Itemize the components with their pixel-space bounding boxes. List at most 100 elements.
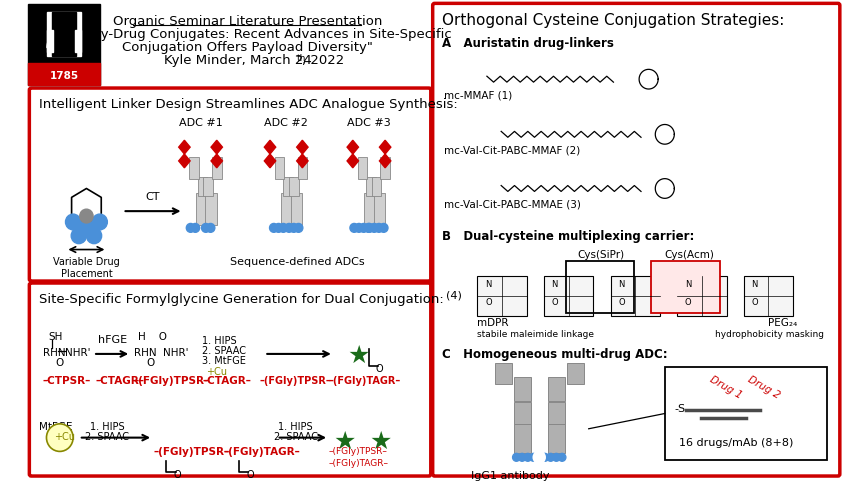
Text: PEG₂₄: PEG₂₄ (767, 318, 796, 329)
Bar (76, 30, 81, 52)
Polygon shape (47, 30, 81, 47)
Text: stabile maleimide linkage: stabile maleimide linkage (477, 330, 594, 339)
Circle shape (46, 424, 73, 452)
Text: -S: -S (674, 404, 685, 414)
Circle shape (558, 454, 566, 461)
Text: ADC #2: ADC #2 (264, 118, 308, 128)
Polygon shape (379, 140, 390, 154)
Text: O: O (146, 358, 154, 368)
Text: ★: ★ (369, 430, 391, 454)
Text: "Antibody-Drug Conjugates: Recent Advances in Site-Specific: "Antibody-Drug Conjugates: Recent Advanc… (43, 28, 452, 41)
FancyBboxPatch shape (29, 283, 431, 476)
Text: O: O (752, 298, 758, 307)
Circle shape (533, 452, 545, 463)
Text: O: O (685, 298, 691, 307)
Text: Cys(Acm): Cys(Acm) (665, 250, 715, 259)
Bar (652, 261, 720, 313)
Bar (513, 424, 531, 454)
Text: 1785: 1785 (50, 71, 78, 81)
Text: O: O (485, 298, 492, 307)
Circle shape (191, 224, 200, 232)
Text: hFGE: hFGE (97, 335, 126, 345)
Bar (291, 194, 303, 225)
Text: mc-Val-Cit-PABC-MMAF (2): mc-Val-Cit-PABC-MMAF (2) (444, 145, 580, 155)
Text: Intelligent Linker Design Streamlines ADC Analogue Synthesis:: Intelligent Linker Design Streamlines AD… (39, 98, 458, 111)
Text: , 2022: , 2022 (303, 54, 345, 67)
Polygon shape (264, 154, 276, 168)
Circle shape (201, 224, 210, 232)
Bar (275, 157, 285, 179)
Circle shape (86, 228, 101, 243)
Text: Cys(SiPr): Cys(SiPr) (578, 250, 624, 259)
Bar (372, 177, 381, 197)
Text: 3. MtFGE: 3. MtFGE (202, 356, 246, 366)
Bar (374, 194, 385, 225)
Circle shape (359, 224, 368, 232)
Circle shape (519, 454, 526, 461)
Text: 16 drugs/mAb (8+8): 16 drugs/mAb (8+8) (679, 438, 794, 448)
Text: mc-Val-Cit-PABC-MMAE (3): mc-Val-Cit-PABC-MMAE (3) (444, 199, 581, 209)
Circle shape (65, 214, 81, 230)
Text: hydrophobicity masking: hydrophobicity masking (716, 330, 824, 339)
Text: ADC #3: ADC #3 (347, 118, 390, 128)
Text: Site-Specific Formylglycine Generation for Dual Conjugation:: Site-Specific Formylglycine Generation f… (39, 293, 444, 306)
Text: Sequence-defined ADCs: Sequence-defined ADCs (230, 257, 365, 268)
Text: N: N (551, 280, 558, 289)
Bar (47, 12, 81, 56)
Bar (189, 157, 199, 179)
Circle shape (71, 228, 86, 243)
Circle shape (285, 224, 293, 232)
Bar (380, 157, 390, 179)
Bar (548, 424, 565, 454)
Circle shape (513, 454, 520, 461)
Circle shape (79, 220, 94, 236)
Text: N: N (618, 280, 624, 289)
Polygon shape (379, 154, 390, 168)
Polygon shape (347, 140, 359, 154)
Text: O: O (618, 298, 625, 307)
Text: 2. SPAAC: 2. SPAAC (273, 432, 317, 442)
Circle shape (92, 214, 108, 230)
Bar (358, 157, 367, 179)
Polygon shape (179, 140, 190, 154)
Bar (366, 177, 376, 197)
Polygon shape (211, 154, 223, 168)
Bar (494, 363, 512, 384)
Text: O: O (246, 470, 254, 480)
Text: RHN: RHN (134, 348, 157, 358)
Polygon shape (211, 140, 223, 154)
Polygon shape (297, 140, 308, 154)
Bar (611, 276, 660, 316)
Text: Kyle Minder, March 24: Kyle Minder, March 24 (163, 54, 311, 67)
Text: IgG1 antibody: IgG1 antibody (471, 471, 550, 481)
Bar (52, 12, 77, 56)
Text: –(FGly)TAGR–: –(FGly)TAGR– (224, 448, 300, 457)
Circle shape (364, 224, 372, 232)
Text: –CTAGR–: –CTAGR– (96, 376, 144, 386)
Circle shape (187, 224, 195, 232)
Circle shape (541, 454, 549, 461)
Circle shape (269, 224, 278, 232)
Circle shape (354, 224, 363, 232)
Bar (744, 276, 793, 316)
Bar (204, 177, 213, 197)
Circle shape (290, 224, 298, 232)
Bar (47, 30, 52, 52)
Text: O: O (56, 358, 64, 368)
Text: O: O (174, 470, 181, 480)
FancyBboxPatch shape (29, 88, 431, 281)
Circle shape (547, 454, 555, 461)
Text: H    O: H O (138, 332, 167, 342)
Bar (198, 177, 207, 197)
Polygon shape (297, 154, 308, 168)
Text: A   Auristatin drug-linkers: A Auristatin drug-linkers (442, 37, 614, 50)
Text: CT: CT (145, 192, 160, 202)
Bar (206, 194, 217, 225)
Bar (477, 276, 527, 316)
Text: –(FGly)TAGR–: –(FGly)TAGR– (329, 459, 389, 469)
Text: mc-MMAF (1): mc-MMAF (1) (444, 90, 513, 100)
Text: mDPR: mDPR (477, 318, 509, 329)
Text: th: th (297, 54, 306, 62)
Text: SH: SH (48, 332, 63, 342)
Circle shape (350, 224, 359, 232)
